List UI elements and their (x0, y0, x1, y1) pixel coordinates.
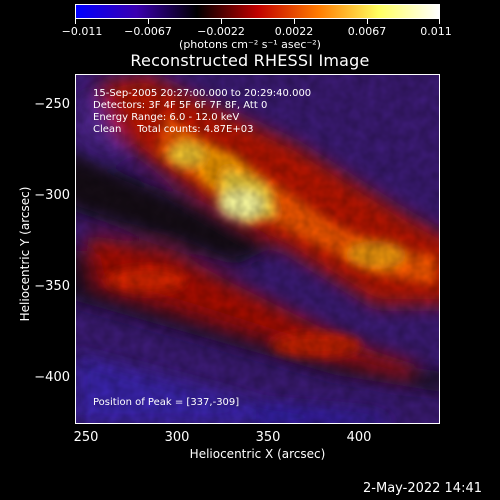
rhessi-image (75, 74, 440, 424)
image-title: Reconstructed RHESSI Image (130, 51, 370, 70)
colorbar-label: −0.0067 (124, 25, 172, 38)
x-tick-label: 350 (255, 430, 281, 445)
y-axis-label: Heliocentric Y (arcsec) (18, 186, 32, 322)
colorbar-label: 0.0067 (347, 25, 387, 38)
colorbar-label: 0.011 (420, 25, 452, 38)
clean-counts-text: Clean Total counts: 4.87E+03 (93, 124, 254, 135)
y-tick-label: −300 (34, 188, 70, 203)
colorbar-units: (photons cm⁻² s⁻¹ asec⁻²) (179, 38, 321, 51)
x-tick-label: 300 (164, 430, 190, 445)
colorbar-label: 0.0022 (274, 25, 314, 38)
peak-position-text: Position of Peak = [337,-309] (93, 397, 240, 408)
date-stamp: 2-May-2022 14:41 (363, 481, 482, 496)
colorbar-tick (148, 19, 149, 24)
colorbar (75, 4, 440, 19)
x-tick-label: 400 (346, 430, 372, 445)
colorbar-tick (221, 19, 222, 24)
colorbar-tick (367, 19, 368, 24)
y-tick-label: −400 (34, 370, 70, 385)
colorbar-tick (439, 19, 440, 24)
colorbar-label: −0.011 (61, 25, 103, 38)
colorbar-label: −0.0022 (197, 25, 245, 38)
colorbar-tick (75, 19, 76, 24)
detectors-text: Detectors: 3F 4F 5F 6F 7F 8F, Att 0 (93, 100, 268, 111)
x-axis-label: Heliocentric X (arcsec) (189, 447, 326, 461)
colorbar-tick (294, 19, 295, 24)
energy-range-text: Energy Range: 6.0 - 12.0 keV (93, 112, 240, 123)
y-tick-label: −250 (34, 97, 70, 112)
rhessi-image-canvas (76, 75, 439, 423)
y-tick-label: −350 (34, 279, 70, 294)
time-range-text: 15-Sep-2005 20:27:00.000 to 20:29:40.000 (93, 88, 312, 99)
x-tick-label: 250 (73, 430, 99, 445)
